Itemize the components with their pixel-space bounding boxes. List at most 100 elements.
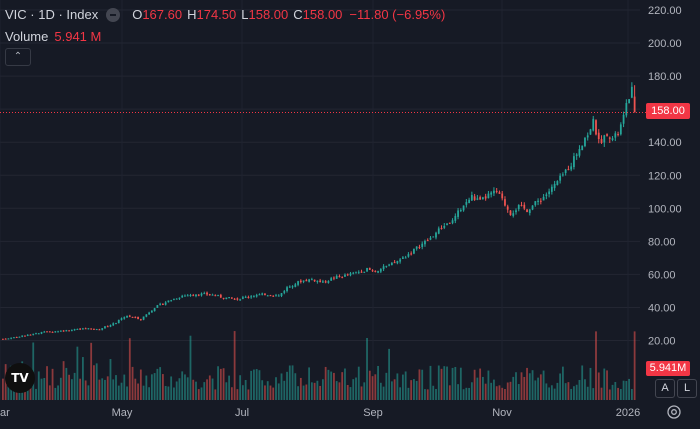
volume-label: Volume — [5, 29, 49, 44]
candle-body — [134, 316, 137, 318]
volume-bar — [349, 387, 352, 400]
candle-body — [473, 196, 476, 200]
y-axis[interactable]: 20.0040.0060.0080.00100.00120.00140.0016… — [648, 5, 682, 348]
y-tick-label: 100.00 — [648, 203, 682, 215]
candle-body — [589, 129, 592, 135]
volume-bar — [123, 374, 126, 400]
candle-body — [115, 322, 117, 324]
candle-body — [189, 295, 192, 297]
volume-bar — [622, 380, 625, 400]
candle-body — [338, 276, 341, 278]
candle-body — [170, 300, 173, 302]
volume-bar — [589, 367, 592, 400]
candle-body — [247, 297, 250, 299]
volume-bar — [335, 381, 338, 400]
volume-bar — [330, 371, 333, 400]
volume-bar — [186, 377, 189, 400]
volume-bar — [43, 378, 46, 400]
candle-body — [526, 209, 528, 213]
volume-bar — [407, 387, 410, 400]
auto-scale-button[interactable]: A — [655, 379, 675, 398]
candle-body — [214, 295, 217, 297]
candle-body — [413, 248, 415, 254]
volume-bar — [465, 387, 468, 400]
candle-body — [448, 222, 451, 224]
volume-bar — [418, 369, 421, 400]
volume-bar — [410, 380, 413, 400]
volume-bar — [37, 371, 40, 400]
candle-body — [197, 294, 200, 296]
volume-bar — [239, 375, 242, 400]
candle-body — [435, 232, 437, 238]
y-tick-label: 140.00 — [648, 137, 682, 149]
volume-bar — [164, 385, 167, 400]
volume-bar — [51, 368, 54, 400]
volume-bar — [479, 368, 482, 400]
volume-bar — [54, 387, 57, 400]
candle-body — [195, 294, 197, 297]
candle-body — [495, 191, 498, 193]
volume-bar — [219, 368, 222, 400]
high-label: H — [187, 7, 197, 22]
candle-body — [51, 331, 54, 333]
candle-body — [255, 295, 258, 297]
volume-bar — [526, 367, 528, 400]
candle-body — [484, 196, 487, 199]
collapse-legend-button[interactable]: ⌃ — [5, 48, 31, 66]
candle-body — [150, 310, 153, 313]
volume-bar — [156, 368, 159, 400]
candle-body — [404, 257, 407, 259]
volume-bar — [512, 376, 515, 400]
x-axis[interactable]: ar May Jul Sep Nov 2026 — [0, 407, 640, 419]
volume-bar — [545, 383, 548, 400]
volume-bar — [534, 380, 537, 400]
x-tick-label: Sep — [363, 407, 383, 419]
settings-icon[interactable] — [666, 404, 682, 420]
volume-bar — [142, 385, 145, 400]
volume-bar — [253, 369, 255, 400]
volume-bar — [24, 388, 26, 400]
volume-bar — [490, 382, 493, 400]
candle-body — [512, 213, 515, 216]
volume-bar — [327, 369, 330, 400]
symbol-title[interactable]: VIC · 1D · Index — [5, 7, 99, 22]
candle-body — [192, 295, 195, 297]
volume-bar — [333, 372, 335, 400]
log-scale-button[interactable]: L — [677, 379, 697, 398]
candle-body — [173, 298, 175, 300]
candle-body — [344, 274, 346, 277]
volume-bar — [606, 370, 608, 400]
volume-bar — [35, 388, 37, 400]
volume-bar — [230, 387, 233, 400]
volume-bar — [250, 370, 253, 400]
candle-body — [272, 295, 275, 297]
minimize-icon[interactable] — [106, 7, 121, 22]
volume-bar — [208, 375, 211, 400]
candle-body — [468, 199, 470, 203]
volume-bar — [57, 385, 59, 400]
candle-body — [142, 316, 145, 320]
tradingview-logo[interactable]: TV — [5, 363, 35, 393]
candle-body — [322, 281, 324, 283]
candle-body — [24, 335, 26, 337]
candle-body — [73, 329, 76, 331]
candle-body — [377, 271, 379, 273]
candle-body — [537, 200, 539, 202]
candle-body — [175, 298, 178, 300]
candle-body — [101, 328, 104, 330]
y-tick-label: 180.00 — [648, 71, 682, 83]
volume-bar — [363, 382, 366, 400]
candle-body — [619, 124, 622, 135]
candle-body — [346, 274, 349, 276]
candle-body — [371, 270, 374, 272]
candle-body — [21, 335, 24, 337]
candle-body — [239, 299, 242, 301]
volume-bar — [575, 384, 578, 400]
candle-body — [283, 291, 286, 293]
volume-bar — [484, 383, 487, 400]
volume-bar — [338, 382, 341, 400]
candle-body — [305, 280, 308, 282]
volume-bar — [189, 335, 192, 400]
volume-bar — [233, 331, 236, 400]
volume-bar — [633, 331, 636, 400]
